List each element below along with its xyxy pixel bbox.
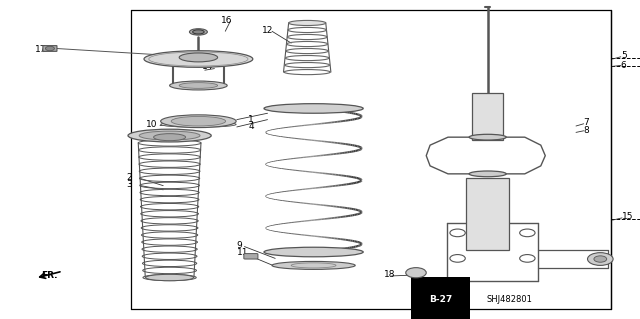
Circle shape xyxy=(450,255,465,262)
Text: 12: 12 xyxy=(262,26,274,35)
Ellipse shape xyxy=(170,81,227,90)
Circle shape xyxy=(588,253,613,265)
Ellipse shape xyxy=(140,131,200,140)
Circle shape xyxy=(594,256,607,262)
Ellipse shape xyxy=(179,53,218,62)
Ellipse shape xyxy=(289,20,326,26)
Text: 3: 3 xyxy=(127,180,132,189)
Text: 16: 16 xyxy=(221,16,232,25)
Text: 7: 7 xyxy=(584,118,589,127)
Text: 6: 6 xyxy=(621,61,627,70)
FancyBboxPatch shape xyxy=(244,254,258,259)
Text: SHJ482801: SHJ482801 xyxy=(486,295,532,304)
Text: 14: 14 xyxy=(202,63,213,71)
Ellipse shape xyxy=(189,29,207,35)
Ellipse shape xyxy=(272,262,355,269)
Text: 9: 9 xyxy=(237,241,243,250)
Text: 10: 10 xyxy=(146,120,157,129)
Circle shape xyxy=(45,46,54,51)
Ellipse shape xyxy=(469,134,506,140)
Text: 1: 1 xyxy=(248,115,254,124)
FancyBboxPatch shape xyxy=(472,93,503,140)
Ellipse shape xyxy=(179,83,218,88)
Ellipse shape xyxy=(264,247,364,257)
Ellipse shape xyxy=(154,134,186,141)
Ellipse shape xyxy=(172,116,226,126)
Text: 2: 2 xyxy=(127,173,132,182)
Text: 5: 5 xyxy=(621,51,627,60)
Ellipse shape xyxy=(193,30,204,34)
Ellipse shape xyxy=(146,274,194,281)
FancyBboxPatch shape xyxy=(466,178,509,250)
Text: 17: 17 xyxy=(35,45,47,54)
Text: B-27: B-27 xyxy=(429,295,452,304)
FancyBboxPatch shape xyxy=(43,46,57,51)
Ellipse shape xyxy=(264,104,364,113)
Ellipse shape xyxy=(144,51,253,67)
Ellipse shape xyxy=(128,129,211,142)
Text: 8: 8 xyxy=(584,126,589,135)
Text: FR.: FR. xyxy=(42,271,58,280)
Text: 15: 15 xyxy=(622,212,634,221)
Circle shape xyxy=(450,229,465,237)
Ellipse shape xyxy=(469,171,506,177)
Text: 13: 13 xyxy=(202,81,213,90)
Text: 11: 11 xyxy=(237,249,248,257)
Circle shape xyxy=(520,229,535,237)
Circle shape xyxy=(406,268,426,278)
Ellipse shape xyxy=(161,115,236,128)
Ellipse shape xyxy=(161,122,236,127)
Text: 18: 18 xyxy=(384,271,396,279)
Circle shape xyxy=(520,255,535,262)
Text: 4: 4 xyxy=(248,122,254,131)
